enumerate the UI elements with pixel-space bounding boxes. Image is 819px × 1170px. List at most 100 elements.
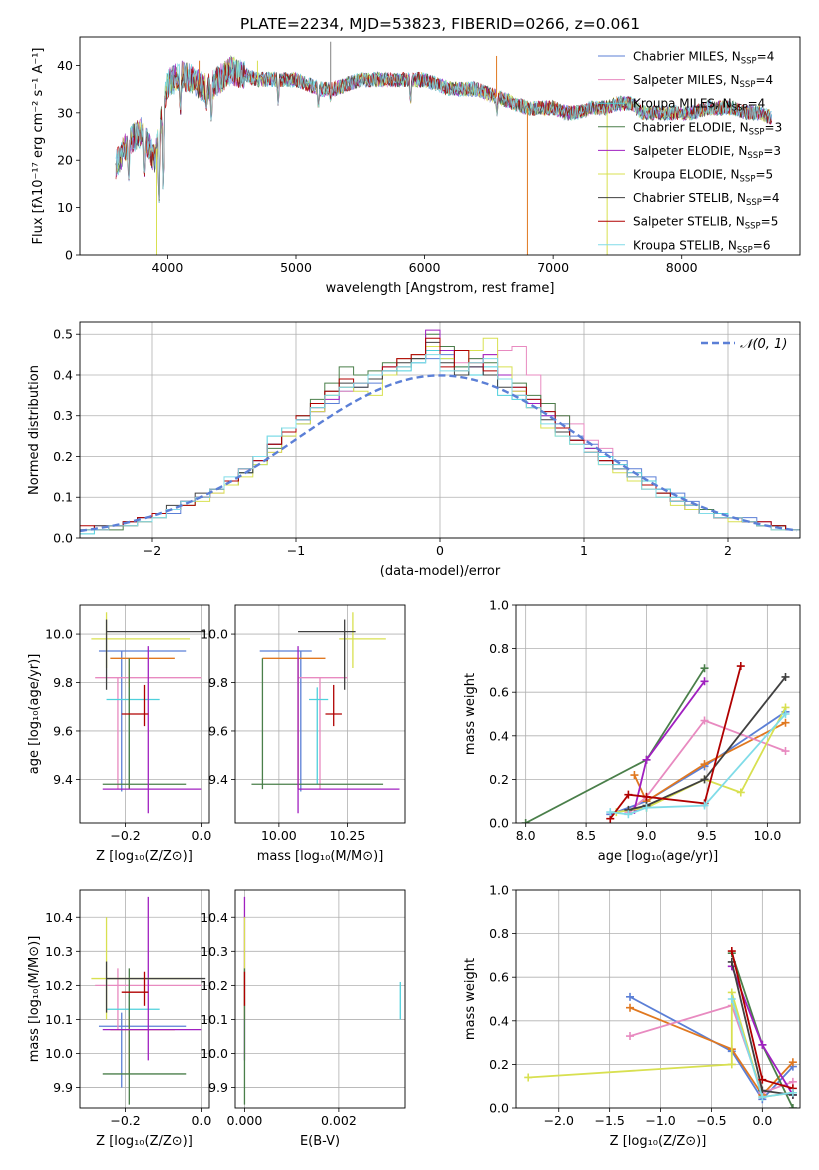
y-tick-label: 0.1 [53, 490, 73, 505]
y-axis-label: Normed distribution [27, 365, 42, 495]
y-tick-label: 0.4 [489, 1013, 509, 1028]
y-tick-label: 0.8 [489, 926, 509, 941]
weight-marker [781, 672, 790, 681]
panel-mass-weight-vs-metallicity: −2.0 −1.5 −1.0 −0.5 0.0 0.0 0.2 0.4 0.6 0.8 1.0 Z [… [463, 883, 801, 1149]
y-axis-label: age [log₁₀(age/yr)] [27, 654, 42, 775]
errorbar-point [325, 684, 342, 727]
axes-frame [515, 889, 801, 1109]
legend-entry-count: =6 [753, 238, 771, 252]
weight-marker [642, 755, 651, 764]
legend-entry-text: Kroupa STELIB, N [633, 238, 737, 252]
y-tick-label: 0.4 [53, 367, 73, 382]
y-tick-label: 10.3 [200, 944, 228, 959]
weight-marker [626, 1003, 635, 1012]
y-tick-label: 9.4 [53, 772, 73, 787]
x-tick-label: 0.0 [191, 1113, 211, 1128]
x-tick-label: −0.2 [110, 828, 140, 843]
weight-marker [727, 995, 736, 1003]
spectrum-lines [115, 41, 773, 255]
x-tick-label: 10.00 [261, 828, 297, 843]
x-tick-label: 10.25 [330, 828, 366, 843]
x-tick-label: −1 [287, 543, 305, 558]
x-tick-label: 8.5 [576, 828, 596, 843]
y-tick-label: 10.0 [45, 1046, 73, 1061]
errorbars [91, 896, 206, 1105]
y-tick-label: 10.1 [45, 1012, 73, 1027]
errorbar-point [298, 677, 348, 790]
legend-entry-count: =4 [748, 97, 766, 111]
weight-marker [781, 747, 790, 756]
legend-entry-count: =5 [761, 215, 779, 229]
y-tick-label: 0.0 [489, 816, 509, 831]
panel-mass-vs-ebv: 0.000 0.002 9.9 10.0 10.1 10.2 10.3 10.4 E(B-V) [200, 889, 406, 1149]
legend-entry-count: =4 [762, 191, 780, 205]
weight-line [627, 719, 786, 813]
weight-marker [630, 771, 639, 780]
y-axis-label: mass weight [463, 673, 478, 755]
weight-marker [727, 1060, 736, 1069]
weight-marker [626, 992, 635, 1001]
errorbars [243, 896, 401, 1105]
legend-entry: Chabrier ELODIE, NSSP=3 [633, 120, 782, 137]
y-tick-label: 9.4 [208, 772, 228, 787]
weight-marker [642, 803, 651, 812]
errorbar-point [309, 687, 329, 785]
weight-marker [700, 760, 709, 769]
legend-entry: Chabrier MILES, NSSP=4 [633, 50, 774, 67]
x-tick-label: 1 [580, 543, 588, 558]
y-tick-label: 9.8 [53, 675, 73, 690]
x-tick-label: 4000 [152, 260, 184, 275]
y-tick-label: 9.9 [53, 1080, 73, 1095]
weight-marker [700, 801, 709, 810]
axes-frame [79, 889, 210, 1109]
errorbar-point [297, 646, 400, 814]
panel-mass-weight-vs-age: 8.0 8.5 9.0 9.5 10.0 0.0 0.2 0.4 0.6 0.8 1.0 age [l… [463, 598, 801, 864]
x-axis-label: wavelength [Angstrom, rest frame] [326, 281, 555, 296]
y-tick-label: 0.0 [489, 1101, 509, 1116]
legend-entry-subscript: SSP [746, 198, 762, 208]
panel-spectrum: 4000 5000 6000 7000 8000 0 10 20 30 40 wavelength … [31, 36, 801, 296]
y-tick-label: 1.0 [489, 883, 509, 898]
errorbar-point [102, 968, 187, 1105]
weight-marker [524, 1073, 533, 1082]
weight-marker [736, 662, 745, 671]
x-tick-label: −2.0 [544, 1113, 574, 1128]
errorbar-point [121, 684, 149, 727]
y-tick-label: 10.4 [200, 910, 228, 925]
weight-marker [700, 775, 709, 784]
axes-frame [234, 604, 406, 824]
legend-entry-text: Salpeter ELODIE, N [633, 144, 747, 158]
y-tick-label: 0.5 [53, 327, 73, 342]
y-axis-label: Flux [fλ10⁻¹⁷ erg cm⁻² s⁻¹ A⁻¹] [31, 48, 46, 245]
weight-series [727, 995, 797, 1102]
x-axis-label: (data-model)/error [380, 564, 501, 579]
weight-marker [788, 1104, 797, 1108]
weight-marker [736, 788, 745, 797]
y-tick-label: 0.3 [53, 408, 73, 423]
x-axis-label: Z [log₁₀(Z/Z⊙)] [610, 1134, 707, 1149]
x-tick-label: 9.0 [637, 828, 657, 843]
errorbar-point [251, 658, 384, 790]
y-tick-label: 9.6 [53, 723, 73, 738]
weight-marker [700, 677, 709, 686]
y-tick-label: 30 [57, 105, 73, 120]
x-tick-label: 8.0 [516, 828, 536, 843]
x-axis-label: mass [log₁₀(M/M⊙)] [257, 849, 384, 864]
errorbars [251, 612, 400, 814]
legend-entry-text: Chabrier MILES, N [633, 50, 741, 64]
legend-entry-count: =4 [757, 50, 775, 64]
panel-residual-histogram: −2 −1 0 1 2 0.0 0.1 0.2 0.3 0.4 0.5 (data-model)/er… [27, 321, 801, 579]
axes-frame [234, 889, 406, 1109]
legend-entry: Salpeter STELIB, NSSP=5 [633, 215, 778, 232]
normal-curve [80, 374, 798, 533]
axes-frame [79, 321, 801, 539]
axes-frame [79, 36, 801, 256]
weight-marker [788, 1058, 797, 1067]
weight-marker [758, 1075, 767, 1084]
x-tick-label: −2 [143, 543, 161, 558]
legend-entry-subscript: SSP [749, 127, 765, 137]
weight-series [624, 672, 790, 814]
legend-entry-subscript: SSP [732, 104, 748, 114]
